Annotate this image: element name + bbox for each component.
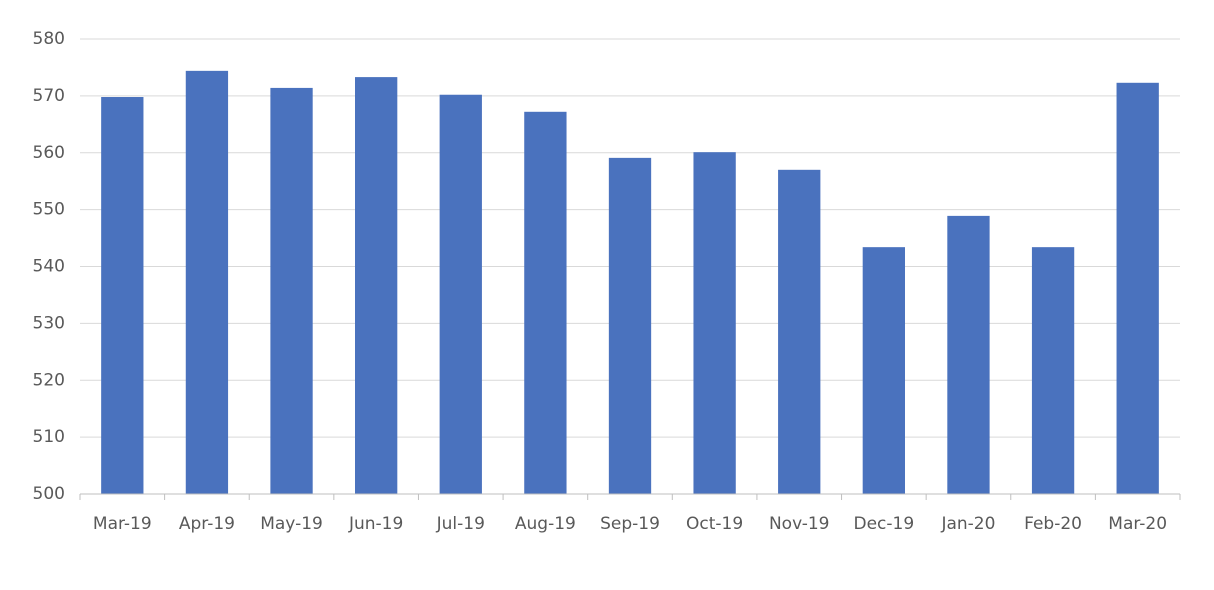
bar — [101, 97, 144, 494]
y-tick-label: 500 — [33, 484, 65, 504]
bar — [185, 70, 229, 494]
y-tick-label: 580 — [33, 29, 65, 49]
x-tick-label: Sep-19 — [600, 514, 660, 534]
x-tick-label: Feb-20 — [1024, 514, 1082, 534]
y-tick-label: 520 — [33, 370, 65, 390]
x-tick-label: Mar-20 — [1108, 514, 1167, 534]
bar — [862, 247, 905, 494]
x-tick-label: Nov-19 — [769, 514, 830, 534]
x-tick-label: Aug-19 — [515, 514, 576, 534]
bar — [270, 87, 313, 494]
bar — [693, 152, 736, 494]
y-tick-label: 530 — [33, 313, 65, 333]
x-tick-label: May-19 — [260, 514, 323, 534]
y-tick-label: 560 — [33, 143, 65, 163]
x-tick-label: Mar-19 — [93, 514, 152, 534]
bar — [1031, 247, 1075, 494]
y-tick-label: 570 — [33, 86, 65, 106]
y-tick-label: 550 — [33, 200, 65, 220]
bar — [1116, 82, 1159, 494]
x-tick-label: Jan-20 — [940, 514, 995, 534]
bar — [608, 157, 652, 494]
x-tick-label: Jul-19 — [436, 514, 485, 534]
bar — [355, 77, 398, 494]
bar — [778, 169, 821, 494]
x-tick-label: Dec-19 — [854, 514, 915, 534]
x-tick-label: Jun-19 — [348, 514, 403, 534]
bar — [947, 215, 990, 494]
bar — [439, 94, 482, 495]
x-tick-label: Oct-19 — [686, 514, 743, 534]
bar — [524, 111, 567, 495]
y-tick-label: 540 — [33, 257, 65, 277]
x-tick-label: Apr-19 — [179, 514, 235, 534]
y-tick-label: 510 — [33, 427, 65, 447]
